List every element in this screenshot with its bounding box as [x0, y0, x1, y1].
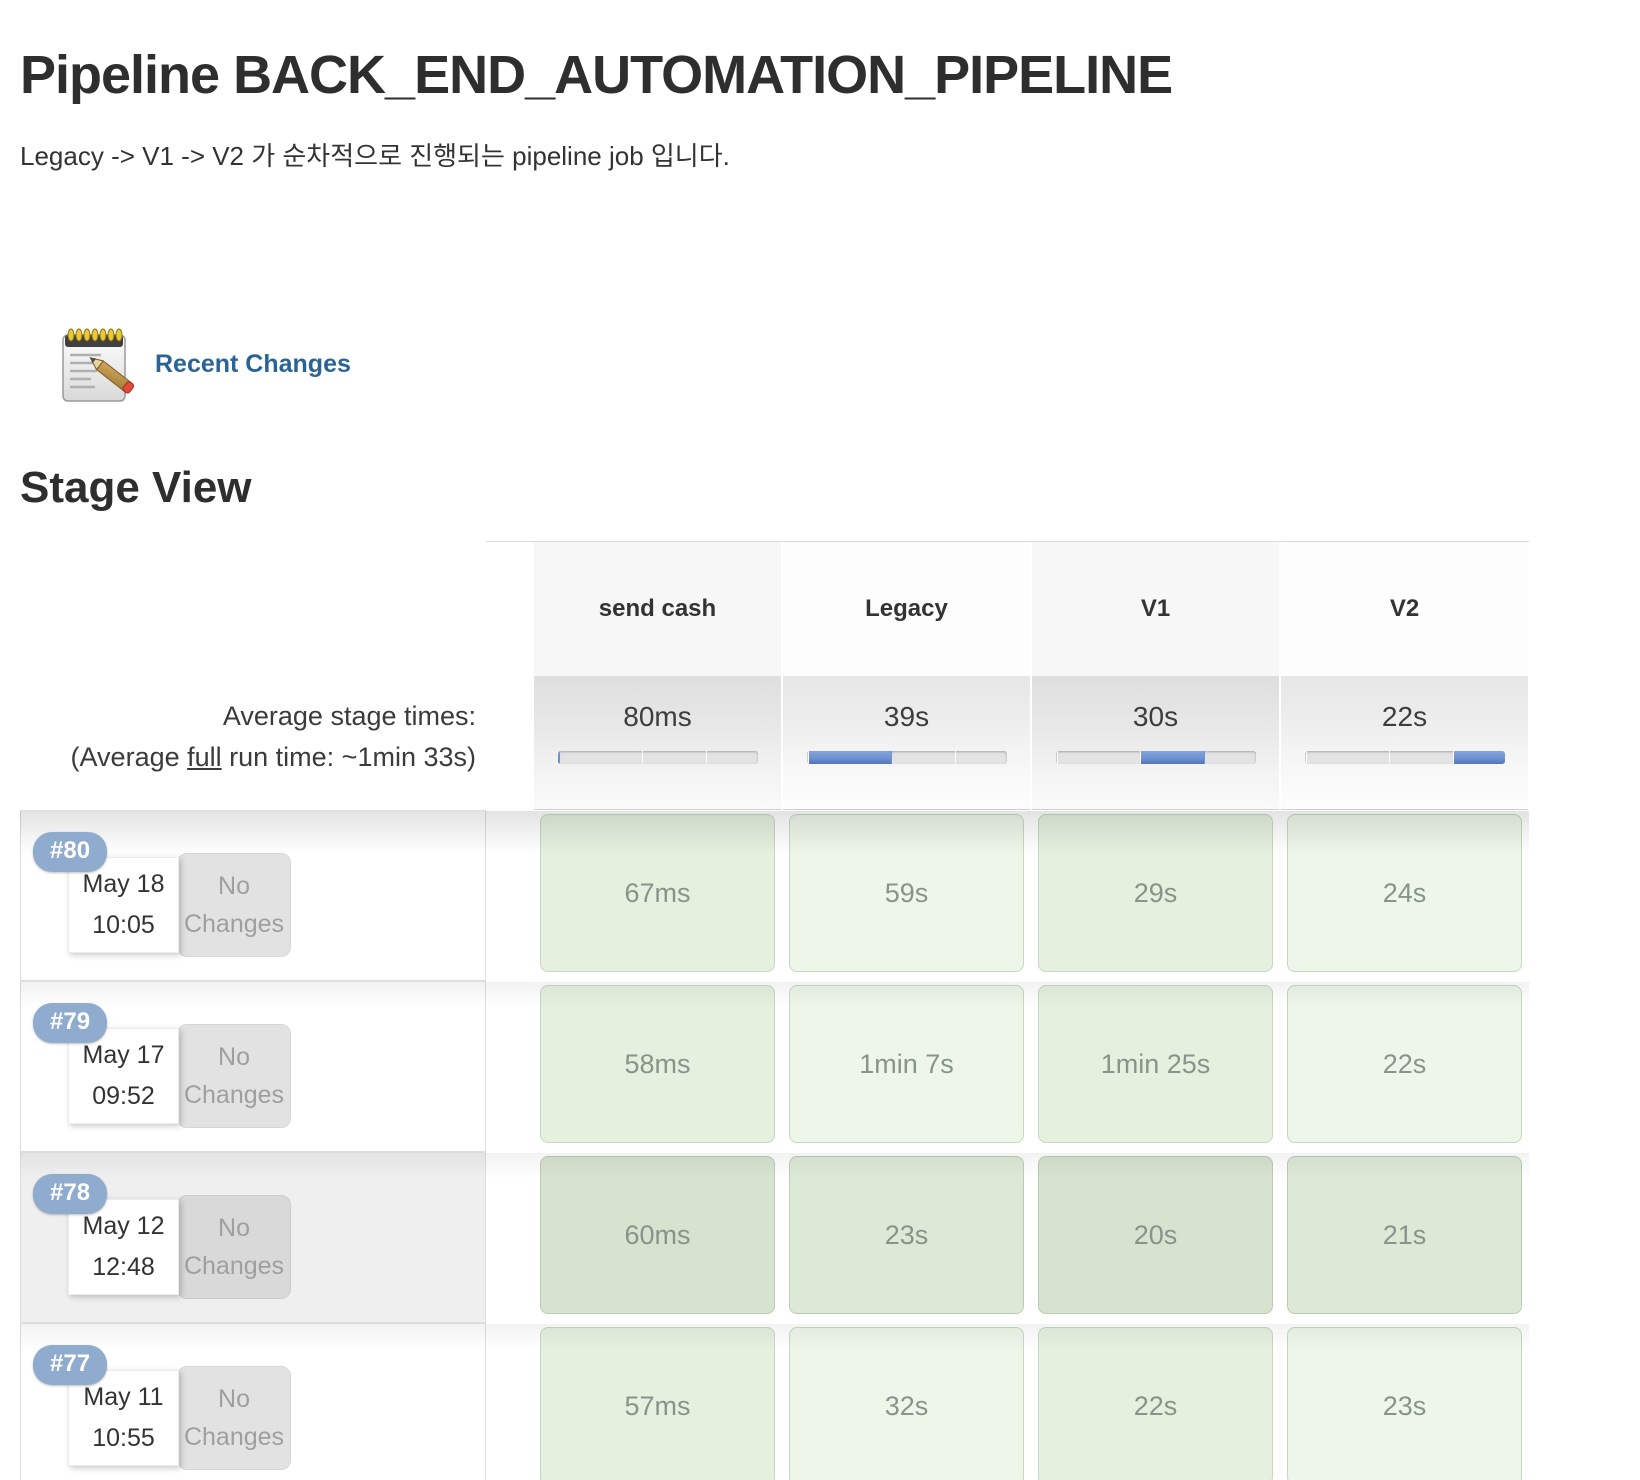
- build-date: May 12: [82, 1212, 165, 1240]
- average-time-cells: 80ms 39s 30s 22s: [486, 676, 1529, 810]
- timeline-segment: [1305, 751, 1307, 764]
- recent-changes-link[interactable]: Recent Changes: [20, 321, 1640, 407]
- timeline-segment: [892, 751, 956, 764]
- no-changes-label: No Changes: [177, 853, 291, 957]
- build-number-badge[interactable]: #78: [33, 1174, 108, 1214]
- recent-changes-label[interactable]: Recent Changes: [155, 349, 351, 378]
- timeline-segment: [560, 751, 643, 764]
- build-time: 10:55: [92, 1424, 155, 1452]
- average-stage-time-value: 80ms: [623, 701, 692, 732]
- build-time: 09:52: [92, 1082, 155, 1110]
- build-info-cell: #78 May 12 12:48 No Changes: [20, 1152, 486, 1323]
- average-stage-time-cell: 39s: [783, 676, 1030, 810]
- page-title: Pipeline BACK_END_AUTOMATION_PIPELINE: [20, 45, 1173, 105]
- stage-timeline-bar: [1055, 751, 1256, 764]
- average-stage-time-cell: 30s: [1032, 676, 1279, 810]
- stage-duration-cell[interactable]: 21s: [1287, 1156, 1522, 1314]
- timeline-active-segment: [808, 751, 892, 764]
- stage-header-cells: send cash Legacy V1 V2: [486, 541, 1529, 676]
- stage-duration-cell[interactable]: 29s: [1038, 814, 1273, 972]
- stage-duration-cell[interactable]: 67ms: [540, 814, 775, 972]
- stage-duration-cell[interactable]: 58ms: [540, 985, 775, 1143]
- stage-view-table: send cash Legacy V1 V2 Average stage tim…: [20, 541, 1529, 1480]
- stage-column-header: V1: [1032, 542, 1279, 676]
- stage-column-header: Legacy: [783, 542, 1030, 676]
- stage-view-heading: Stage View: [20, 463, 252, 512]
- build-stage-cells: 58ms 1min 7s 1min 25s 22s: [486, 981, 1529, 1152]
- average-times-row: Average stage times: (Average full run t…: [20, 676, 1529, 810]
- build-info-cell: #79 May 17 09:52 No Changes: [20, 981, 486, 1152]
- average-stage-time-value: 39s: [883, 701, 930, 732]
- stage-header-row: send cash Legacy V1 V2: [20, 541, 1529, 676]
- timeline-segment: [1056, 751, 1058, 764]
- average-stage-time-cell: 80ms: [534, 676, 781, 810]
- timeline-segment: [1058, 751, 1141, 764]
- page-subtitle: Legacy -> V1 -> V2 가 순차적으로 진행되는 pipeline…: [20, 141, 730, 171]
- stage-duration-cell[interactable]: 32s: [789, 1327, 1024, 1480]
- stage-timeline-bar: [806, 751, 1007, 764]
- build-info-cell: #80 May 18 10:05 No Changes: [20, 810, 486, 981]
- stage-duration-cell[interactable]: 60ms: [540, 1156, 775, 1314]
- build-time: 12:48: [92, 1253, 155, 1281]
- timeline-segment: [707, 751, 758, 764]
- build-stage-cells: 67ms 59s 29s 24s: [486, 810, 1529, 981]
- build-number-badge[interactable]: #79: [33, 1003, 108, 1043]
- stage-duration-cell[interactable]: 57ms: [540, 1327, 775, 1480]
- timeline-segment: [643, 751, 707, 764]
- timeline-segment: [1205, 751, 1256, 764]
- build-info-cell: #77 May 11 10:55 No Changes: [20, 1323, 486, 1480]
- stage-timeline-bar: [557, 751, 758, 764]
- no-changes-label: No Changes: [177, 1366, 291, 1470]
- stage-duration-cell[interactable]: 1min 7s: [789, 985, 1024, 1143]
- timeline-active-segment: [557, 751, 560, 764]
- build-rows: #80 May 18 10:05 No Changes 67ms 59s 29s…: [20, 810, 1529, 1480]
- build-date-box[interactable]: May 11 10:55: [68, 1370, 179, 1466]
- build-number-badge[interactable]: #80: [33, 832, 108, 872]
- build-date: May 18: [82, 870, 165, 898]
- average-times-label: Average stage times: (Average full run t…: [36, 696, 476, 778]
- timeline-active-segment: [1453, 751, 1505, 764]
- build-row: #78 May 12 12:48 No Changes 60ms 23s 20s…: [20, 1152, 1529, 1323]
- no-changes-label: No Changes: [177, 1024, 291, 1128]
- stage-duration-cell[interactable]: 22s: [1287, 985, 1522, 1143]
- stage-timeline-bar: [1304, 751, 1505, 764]
- build-row: #77 May 11 10:55 No Changes 57ms 32s 22s…: [20, 1323, 1529, 1480]
- timeline-active-segment: [1140, 751, 1205, 764]
- build-date: May 17: [82, 1041, 165, 1069]
- average-stage-time-cell: 22s: [1281, 676, 1528, 810]
- average-stage-time-value: 22s: [1381, 701, 1428, 732]
- notepad-pencil-icon: [62, 328, 135, 402]
- stage-header-left-spacer: [20, 541, 486, 676]
- build-row: #79 May 17 09:52 No Changes 58ms 1min 7s…: [20, 981, 1529, 1152]
- average-stage-time-value: 30s: [1132, 701, 1179, 732]
- full-word-underlined: full: [187, 742, 222, 772]
- average-times-label-line1: Average stage times:: [222, 701, 476, 731]
- timeline-segment: [1307, 751, 1390, 764]
- average-times-label-line2: (Average full run time: ~1min 33s): [70, 742, 476, 772]
- build-date: May 11: [83, 1383, 164, 1411]
- stage-duration-cell[interactable]: 59s: [789, 814, 1024, 972]
- build-date-box[interactable]: May 12 12:48: [68, 1199, 179, 1295]
- stage-duration-cell[interactable]: 20s: [1038, 1156, 1273, 1314]
- build-stage-cells: 60ms 23s 20s 21s: [486, 1152, 1529, 1323]
- build-stage-cells: 57ms 32s 22s 23s: [486, 1323, 1529, 1480]
- build-row: #80 May 18 10:05 No Changes 67ms 59s 29s…: [20, 810, 1529, 981]
- timeline-segment: [956, 751, 1007, 764]
- build-number-badge[interactable]: #77: [33, 1345, 108, 1385]
- stage-duration-cell[interactable]: 23s: [789, 1156, 1024, 1314]
- build-time: 10:05: [92, 911, 155, 939]
- stage-duration-cell[interactable]: 23s: [1287, 1327, 1522, 1480]
- no-changes-label: No Changes: [177, 1195, 291, 1299]
- stage-duration-cell[interactable]: 24s: [1287, 814, 1522, 972]
- build-date-box[interactable]: May 18 10:05: [68, 857, 179, 953]
- timeline-segment: [807, 751, 809, 764]
- build-date-box[interactable]: May 17 09:52: [68, 1028, 179, 1124]
- timeline-segment: [1390, 751, 1454, 764]
- stage-column-header: send cash: [534, 542, 781, 676]
- stage-column-header: V2: [1281, 542, 1528, 676]
- average-times-left-cell: Average stage times: (Average full run t…: [20, 676, 486, 810]
- stage-duration-cell[interactable]: 22s: [1038, 1327, 1273, 1480]
- stage-duration-cell[interactable]: 1min 25s: [1038, 985, 1273, 1143]
